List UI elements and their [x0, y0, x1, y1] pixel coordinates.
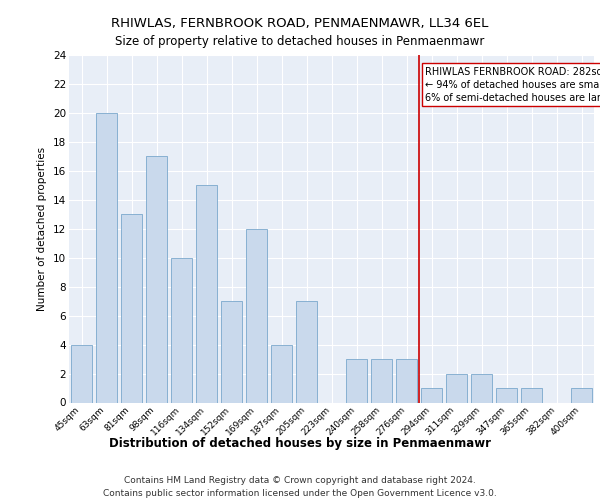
Bar: [496, 388, 517, 402]
Bar: [271, 344, 292, 403]
Text: Size of property relative to detached houses in Penmaenmawr: Size of property relative to detached ho…: [115, 35, 485, 48]
Bar: [171, 258, 192, 402]
Bar: [371, 359, 392, 403]
Bar: [396, 359, 417, 403]
Bar: [196, 186, 217, 402]
Bar: [421, 388, 442, 402]
Bar: [446, 374, 467, 402]
Bar: [121, 214, 142, 402]
Y-axis label: Number of detached properties: Number of detached properties: [37, 146, 47, 311]
Bar: [296, 301, 317, 402]
Bar: [96, 113, 117, 403]
Bar: [246, 229, 267, 402]
Bar: [521, 388, 542, 402]
Bar: [346, 359, 367, 403]
Text: Distribution of detached houses by size in Penmaenmawr: Distribution of detached houses by size …: [109, 438, 491, 450]
Text: RHIWLAS, FERNBROOK ROAD, PENMAENMAWR, LL34 6EL: RHIWLAS, FERNBROOK ROAD, PENMAENMAWR, LL…: [112, 18, 488, 30]
Text: Contains public sector information licensed under the Open Government Licence v3: Contains public sector information licen…: [103, 489, 497, 498]
Text: Contains HM Land Registry data © Crown copyright and database right 2024.: Contains HM Land Registry data © Crown c…: [124, 476, 476, 485]
Bar: [221, 301, 242, 402]
Bar: [146, 156, 167, 402]
Bar: [571, 388, 592, 402]
Bar: [471, 374, 492, 402]
Bar: [71, 344, 92, 403]
Text: RHIWLAS FERNBROOK ROAD: 282sqm
← 94% of detached houses are smaller (115)
6% of : RHIWLAS FERNBROOK ROAD: 282sqm ← 94% of …: [425, 66, 600, 103]
